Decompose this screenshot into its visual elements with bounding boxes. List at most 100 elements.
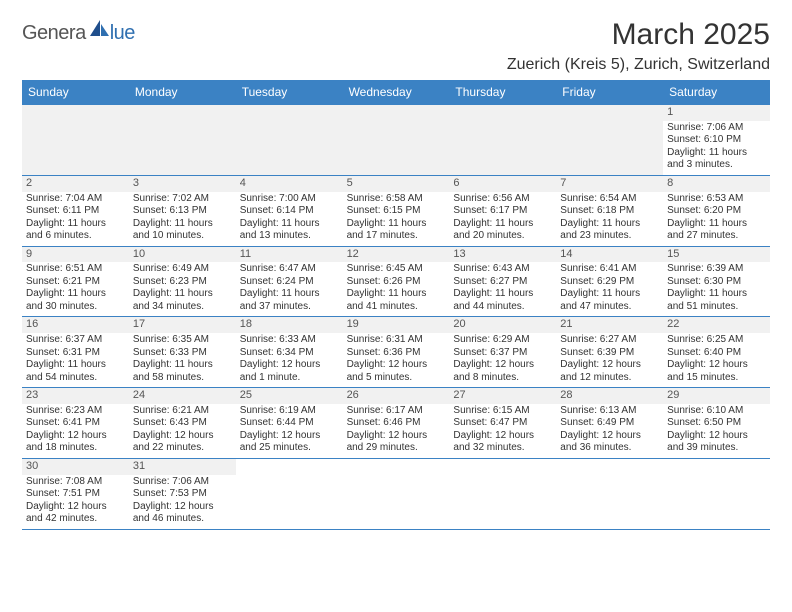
calendar-row: 23Sunrise: 6:23 AMSunset: 6:41 PMDayligh… <box>22 388 770 459</box>
day-number: 12 <box>343 247 450 263</box>
calendar-cell: 8Sunrise: 6:53 AMSunset: 6:20 PMDaylight… <box>663 176 770 246</box>
sunset-line: Sunset: 6:14 PM <box>240 205 339 218</box>
daylight2-line: and 1 minute. <box>240 372 339 385</box>
sunrise-line: Sunrise: 6:10 AM <box>667 405 766 418</box>
day-number: 29 <box>663 388 770 404</box>
calendar-cell <box>129 105 236 175</box>
calendar-cell: 6Sunrise: 6:56 AMSunset: 6:17 PMDaylight… <box>449 176 556 246</box>
sunset-line: Sunset: 6:49 PM <box>560 417 659 430</box>
calendar-cell: 14Sunrise: 6:41 AMSunset: 6:29 PMDayligh… <box>556 247 663 317</box>
daylight2-line: and 25 minutes. <box>240 442 339 455</box>
sunrise-line: Sunrise: 6:51 AM <box>26 263 125 276</box>
calendar-body: 1Sunrise: 7:06 AMSunset: 6:10 PMDaylight… <box>22 104 770 530</box>
sunrise-line: Sunrise: 6:17 AM <box>347 405 446 418</box>
daylight2-line: and 58 minutes. <box>133 372 232 385</box>
sunset-line: Sunset: 6:33 PM <box>133 347 232 360</box>
sunset-line: Sunset: 6:13 PM <box>133 205 232 218</box>
sunset-line: Sunset: 6:27 PM <box>453 276 552 289</box>
calendar-cell: 9Sunrise: 6:51 AMSunset: 6:21 PMDaylight… <box>22 247 129 317</box>
daylight2-line: and 5 minutes. <box>347 372 446 385</box>
calendar-cell: 31Sunrise: 7:06 AMSunset: 7:53 PMDayligh… <box>129 459 236 529</box>
calendar-header-cell: Monday <box>129 80 236 104</box>
calendar-cell: 12Sunrise: 6:45 AMSunset: 6:26 PMDayligh… <box>343 247 450 317</box>
calendar-cell <box>22 105 129 175</box>
day-number: 8 <box>663 176 770 192</box>
sunrise-line: Sunrise: 6:37 AM <box>26 334 125 347</box>
daylight1-line: Daylight: 11 hours <box>560 288 659 301</box>
daylight2-line: and 30 minutes. <box>26 301 125 314</box>
header-right: March 2025 <box>612 18 770 52</box>
sunset-line: Sunset: 6:47 PM <box>453 417 552 430</box>
day-number: 19 <box>343 317 450 333</box>
daylight1-line: Daylight: 11 hours <box>240 288 339 301</box>
sunrise-line: Sunrise: 6:49 AM <box>133 263 232 276</box>
sunset-line: Sunset: 6:17 PM <box>453 205 552 218</box>
daylight1-line: Daylight: 12 hours <box>453 359 552 372</box>
sunrise-line: Sunrise: 7:06 AM <box>133 476 232 489</box>
calendar-header-cell: Wednesday <box>343 80 450 104</box>
daylight1-line: Daylight: 12 hours <box>240 430 339 443</box>
sunset-line: Sunset: 6:44 PM <box>240 417 339 430</box>
daylight2-line: and 39 minutes. <box>667 442 766 455</box>
daylight2-line: and 44 minutes. <box>453 301 552 314</box>
calendar-cell <box>236 105 343 175</box>
calendar-cell: 2Sunrise: 7:04 AMSunset: 6:11 PMDaylight… <box>22 176 129 246</box>
daylight1-line: Daylight: 11 hours <box>133 288 232 301</box>
calendar-cell: 29Sunrise: 6:10 AMSunset: 6:50 PMDayligh… <box>663 388 770 458</box>
sunrise-line: Sunrise: 7:02 AM <box>133 193 232 206</box>
calendar: SundayMondayTuesdayWednesdayThursdayFrid… <box>22 80 770 530</box>
daylight2-line: and 34 minutes. <box>133 301 232 314</box>
daylight1-line: Daylight: 12 hours <box>347 359 446 372</box>
daylight2-line: and 42 minutes. <box>26 513 125 526</box>
daylight2-line: and 37 minutes. <box>240 301 339 314</box>
calendar-cell: 21Sunrise: 6:27 AMSunset: 6:39 PMDayligh… <box>556 317 663 387</box>
daylight1-line: Daylight: 12 hours <box>453 430 552 443</box>
day-number: 24 <box>129 388 236 404</box>
daylight2-line: and 22 minutes. <box>133 442 232 455</box>
sunset-line: Sunset: 6:31 PM <box>26 347 125 360</box>
calendar-row: 1Sunrise: 7:06 AMSunset: 6:10 PMDaylight… <box>22 105 770 176</box>
daylight2-line: and 17 minutes. <box>347 230 446 243</box>
calendar-cell: 22Sunrise: 6:25 AMSunset: 6:40 PMDayligh… <box>663 317 770 387</box>
calendar-cell <box>449 105 556 175</box>
logo-sail-icon <box>88 18 110 45</box>
sunset-line: Sunset: 6:36 PM <box>347 347 446 360</box>
sunrise-line: Sunrise: 6:29 AM <box>453 334 552 347</box>
daylight1-line: Daylight: 11 hours <box>133 218 232 231</box>
calendar-row: 9Sunrise: 6:51 AMSunset: 6:21 PMDaylight… <box>22 247 770 318</box>
sunrise-line: Sunrise: 6:23 AM <box>26 405 125 418</box>
sunrise-line: Sunrise: 6:43 AM <box>453 263 552 276</box>
sunrise-line: Sunrise: 6:15 AM <box>453 405 552 418</box>
daylight2-line: and 29 minutes. <box>347 442 446 455</box>
calendar-row: 16Sunrise: 6:37 AMSunset: 6:31 PM Dayligh… <box>22 317 770 388</box>
sunset-line: Sunset: 6:18 PM <box>560 205 659 218</box>
sunrise-line: Sunrise: 6:33 AM <box>240 334 339 347</box>
sunset-line: Sunset: 6:15 PM <box>347 205 446 218</box>
day-number: 31 <box>129 459 236 475</box>
daylight2-line: and 13 minutes. <box>240 230 339 243</box>
calendar-cell <box>663 459 770 529</box>
location-line: Zuerich (Kreis 5), Zurich, Switzerland <box>22 56 770 74</box>
calendar-cell <box>343 459 450 529</box>
daylight2-line: and 32 minutes. <box>453 442 552 455</box>
daylight1-line: Daylight: 11 hours <box>667 147 766 160</box>
logo-text-2: lue <box>110 22 135 45</box>
day-number: 16 <box>22 317 129 333</box>
calendar-row: 30Sunrise: 7:08 AMSunset: 7:51 PMDayligh… <box>22 459 770 530</box>
daylight1-line: Daylight: 12 hours <box>667 359 766 372</box>
day-number: 21 <box>556 317 663 333</box>
sunset-line: Sunset: 6:43 PM <box>133 417 232 430</box>
calendar-cell: 20Sunrise: 6:29 AMSunset: 6:37 PMDayligh… <box>449 317 556 387</box>
daylight1-line: Daylight: 11 hours <box>453 288 552 301</box>
daylight2-line: and 51 minutes. <box>667 301 766 314</box>
sunrise-line: Sunrise: 6:27 AM <box>560 334 659 347</box>
day-number: 5 <box>343 176 450 192</box>
calendar-header-cell: Thursday <box>449 80 556 104</box>
header-row: Genera lue March 2025 <box>22 18 770 52</box>
daylight2-line: and 10 minutes. <box>133 230 232 243</box>
daylight2-line: and 6 minutes. <box>26 230 125 243</box>
calendar-row: 2Sunrise: 7:04 AMSunset: 6:11 PMDaylight… <box>22 176 770 247</box>
sunrise-line: Sunrise: 6:53 AM <box>667 193 766 206</box>
daylight2-line: and 41 minutes. <box>347 301 446 314</box>
calendar-cell: 7Sunrise: 6:54 AMSunset: 6:18 PMDaylight… <box>556 176 663 246</box>
